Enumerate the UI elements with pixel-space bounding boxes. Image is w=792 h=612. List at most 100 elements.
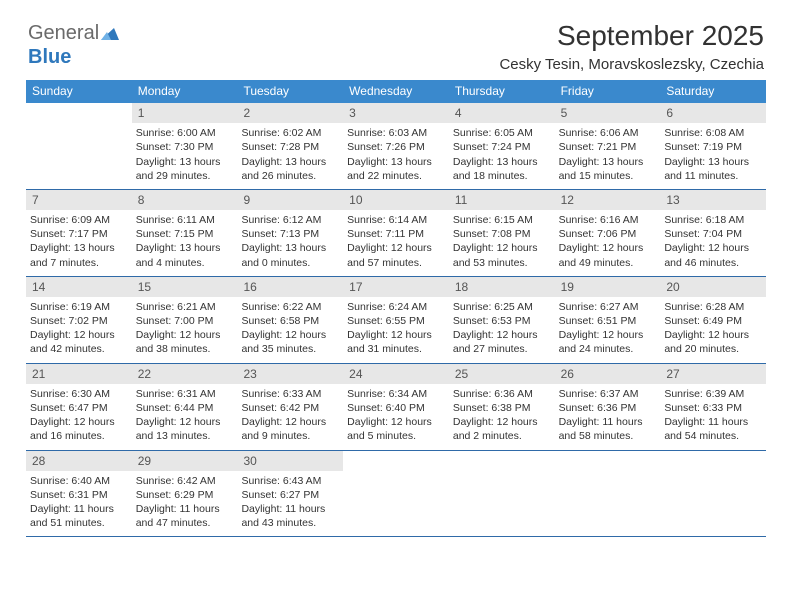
- sunset-text: Sunset: 6:38 PM: [453, 401, 551, 415]
- daylight-text: Daylight: 11 hours and 51 minutes.: [30, 502, 128, 530]
- daylight-text: Daylight: 13 hours and 26 minutes.: [241, 155, 339, 183]
- day-number: 25: [449, 364, 555, 384]
- sunrise-text: Sunrise: 6:43 AM: [241, 474, 339, 488]
- day-number: 24: [343, 364, 449, 384]
- sunrise-text: Sunrise: 6:14 AM: [347, 213, 445, 227]
- day-number: 9: [237, 190, 343, 210]
- sunset-text: Sunset: 7:19 PM: [664, 140, 762, 154]
- daylight-text: Daylight: 12 hours and 20 minutes.: [664, 328, 762, 356]
- calendar-cell: 28Sunrise: 6:40 AMSunset: 6:31 PMDayligh…: [26, 451, 132, 537]
- calendar-cell: 7Sunrise: 6:09 AMSunset: 7:17 PMDaylight…: [26, 190, 132, 276]
- dow-header-row: SundayMondayTuesdayWednesdayThursdayFrid…: [26, 80, 766, 103]
- sunrise-text: Sunrise: 6:21 AM: [136, 300, 234, 314]
- calendar-week-row: 21Sunrise: 6:30 AMSunset: 6:47 PMDayligh…: [26, 364, 766, 451]
- calendar-cell: 15Sunrise: 6:21 AMSunset: 7:00 PMDayligh…: [132, 277, 238, 363]
- calendar-cell-empty: .: [26, 103, 132, 189]
- calendar-cell: 13Sunrise: 6:18 AMSunset: 7:04 PMDayligh…: [660, 190, 766, 276]
- daylight-text: Daylight: 11 hours and 47 minutes.: [136, 502, 234, 530]
- day-number: 26: [555, 364, 661, 384]
- sunset-text: Sunset: 7:02 PM: [30, 314, 128, 328]
- sunrise-text: Sunrise: 6:27 AM: [559, 300, 657, 314]
- dow-header-cell: Sunday: [26, 80, 132, 103]
- sunrise-text: Sunrise: 6:18 AM: [664, 213, 762, 227]
- calendar-cell: 17Sunrise: 6:24 AMSunset: 6:55 PMDayligh…: [343, 277, 449, 363]
- sunrise-text: Sunrise: 6:39 AM: [664, 387, 762, 401]
- sunrise-text: Sunrise: 6:11 AM: [136, 213, 234, 227]
- dow-header-cell: Monday: [132, 80, 238, 103]
- sunrise-text: Sunrise: 6:37 AM: [559, 387, 657, 401]
- sunrise-text: Sunrise: 6:00 AM: [136, 126, 234, 140]
- sunset-text: Sunset: 6:55 PM: [347, 314, 445, 328]
- sunset-text: Sunset: 7:13 PM: [241, 227, 339, 241]
- daylight-text: Daylight: 13 hours and 0 minutes.: [241, 241, 339, 269]
- sunset-text: Sunset: 6:29 PM: [136, 488, 234, 502]
- daylight-text: Daylight: 12 hours and 5 minutes.: [347, 415, 445, 443]
- daylight-text: Daylight: 12 hours and 53 minutes.: [453, 241, 551, 269]
- sunset-text: Sunset: 7:24 PM: [453, 140, 551, 154]
- day-number: 30: [237, 451, 343, 471]
- sunrise-text: Sunrise: 6:33 AM: [241, 387, 339, 401]
- sunset-text: Sunset: 7:06 PM: [559, 227, 657, 241]
- day-number: 20: [660, 277, 766, 297]
- sunrise-text: Sunrise: 6:16 AM: [559, 213, 657, 227]
- calendar-week-row: 28Sunrise: 6:40 AMSunset: 6:31 PMDayligh…: [26, 451, 766, 538]
- calendar-cell: 16Sunrise: 6:22 AMSunset: 6:58 PMDayligh…: [237, 277, 343, 363]
- calendar-cell: 29Sunrise: 6:42 AMSunset: 6:29 PMDayligh…: [132, 451, 238, 537]
- sunrise-text: Sunrise: 6:15 AM: [453, 213, 551, 227]
- sunrise-text: Sunrise: 6:34 AM: [347, 387, 445, 401]
- sunset-text: Sunset: 7:11 PM: [347, 227, 445, 241]
- daylight-text: Daylight: 13 hours and 18 minutes.: [453, 155, 551, 183]
- daylight-text: Daylight: 13 hours and 22 minutes.: [347, 155, 445, 183]
- calendar-cell: 11Sunrise: 6:15 AMSunset: 7:08 PMDayligh…: [449, 190, 555, 276]
- calendar-cell: 14Sunrise: 6:19 AMSunset: 7:02 PMDayligh…: [26, 277, 132, 363]
- daylight-text: Daylight: 12 hours and 2 minutes.: [453, 415, 551, 443]
- daylight-text: Daylight: 12 hours and 46 minutes.: [664, 241, 762, 269]
- sunset-text: Sunset: 7:08 PM: [453, 227, 551, 241]
- sunrise-text: Sunrise: 6:31 AM: [136, 387, 234, 401]
- daylight-text: Daylight: 12 hours and 35 minutes.: [241, 328, 339, 356]
- sunset-text: Sunset: 6:47 PM: [30, 401, 128, 415]
- calendar-cell: 3Sunrise: 6:03 AMSunset: 7:26 PMDaylight…: [343, 103, 449, 189]
- calendar-cell: 4Sunrise: 6:05 AMSunset: 7:24 PMDaylight…: [449, 103, 555, 189]
- day-number: 23: [237, 364, 343, 384]
- day-number: 21: [26, 364, 132, 384]
- sunset-text: Sunset: 7:21 PM: [559, 140, 657, 154]
- sunset-text: Sunset: 6:42 PM: [241, 401, 339, 415]
- brand-logo: General Blue: [28, 22, 119, 69]
- sunset-text: Sunset: 6:51 PM: [559, 314, 657, 328]
- sunrise-text: Sunrise: 6:28 AM: [664, 300, 762, 314]
- calendar-cell-empty: .: [660, 451, 766, 537]
- calendar-cell: 25 Sunrise: 6:36 AMSunset: 6:38 PMDayligh…: [449, 364, 555, 450]
- day-number: 12: [555, 190, 661, 210]
- sunrise-text: Sunrise: 6:05 AM: [453, 126, 551, 140]
- sunrise-text: Sunrise: 6:02 AM: [241, 126, 339, 140]
- sunrise-text: Sunrise: 6:03 AM: [347, 126, 445, 140]
- day-number: 1: [132, 103, 238, 123]
- page-location: Cesky Tesin, Moravskoslezsky, Czechia: [499, 56, 764, 73]
- sunset-text: Sunset: 6:33 PM: [664, 401, 762, 415]
- daylight-text: Daylight: 12 hours and 49 minutes.: [559, 241, 657, 269]
- calendar-cell: 5Sunrise: 6:06 AMSunset: 7:21 PMDaylight…: [555, 103, 661, 189]
- calendar-cell: 19Sunrise: 6:27 AMSunset: 6:51 PMDayligh…: [555, 277, 661, 363]
- calendar-cell-empty: .: [555, 451, 661, 537]
- day-number: 14: [26, 277, 132, 297]
- sunrise-text: Sunrise: 6:19 AM: [30, 300, 128, 314]
- sunset-text: Sunset: 6:58 PM: [241, 314, 339, 328]
- sunrise-text: Sunrise: 6:42 AM: [136, 474, 234, 488]
- sunset-text: Sunset: 7:26 PM: [347, 140, 445, 154]
- sunset-text: Sunset: 6:49 PM: [664, 314, 762, 328]
- dow-header-cell: Wednesday: [343, 80, 449, 103]
- calendar-week-row: 7Sunrise: 6:09 AMSunset: 7:17 PMDaylight…: [26, 190, 766, 277]
- calendar-cell: 6Sunrise: 6:08 AMSunset: 7:19 PMDaylight…: [660, 103, 766, 189]
- sunrise-text: Sunrise: 6:40 AM: [30, 474, 128, 488]
- sunset-text: Sunset: 6:31 PM: [30, 488, 128, 502]
- calendar-cell-empty: .: [343, 451, 449, 537]
- calendar-week-row: .1Sunrise: 6:00 AMSunset: 7:30 PMDayligh…: [26, 103, 766, 190]
- daylight-text: Daylight: 12 hours and 16 minutes.: [30, 415, 128, 443]
- sunset-text: Sunset: 6:36 PM: [559, 401, 657, 415]
- day-number: 6: [660, 103, 766, 123]
- day-number: 8: [132, 190, 238, 210]
- sunrise-text: Sunrise: 6:36 AM: [453, 387, 551, 401]
- page-title: September 2025: [499, 20, 764, 52]
- calendar-cell: 21Sunrise: 6:30 AMSunset: 6:47 PMDayligh…: [26, 364, 132, 450]
